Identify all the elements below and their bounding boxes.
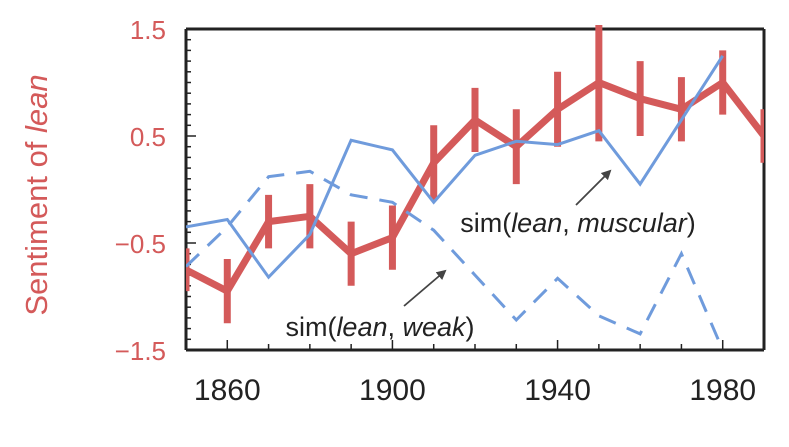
annotation-weak-italic: lean — [336, 312, 387, 342]
series-layer — [183, 24, 768, 350]
x-tick-label: 1980 — [689, 374, 756, 407]
annotation-weak-pre: sim( — [285, 312, 336, 342]
sentiment-point — [554, 106, 561, 113]
y-tick-label: −1.5 — [115, 336, 166, 366]
x-tick-label: 1940 — [524, 374, 591, 407]
sentiment-point — [306, 213, 313, 220]
sentiment-point — [513, 143, 520, 150]
y-axis-label-word: lean — [19, 74, 54, 133]
sentiment-point — [472, 116, 479, 123]
annotation-muscular: sim(lean, muscular) — [460, 208, 696, 238]
y-tick-label: 1.5 — [130, 15, 166, 45]
y-tick-label: 0.5 — [130, 122, 166, 152]
annotation-muscular-italic: lean — [511, 208, 562, 238]
annotation-muscular-italic2: muscular — [577, 208, 688, 238]
sentiment-point — [719, 79, 726, 86]
annotation-muscular-pre: sim( — [460, 208, 511, 238]
y-axis-label-prefix: Sentiment of — [19, 133, 54, 316]
annotation-weak: sim(lean, weak) — [285, 312, 474, 342]
sentiment-point — [761, 133, 768, 140]
annotation-layer: sim(lean, muscular) sim(lean, weak) — [285, 171, 695, 342]
arrow-weak — [404, 271, 445, 306]
sentiment-point — [430, 159, 437, 166]
sentiment-point — [183, 266, 190, 273]
y-axis-label: Sentiment of lean — [19, 74, 54, 315]
x-tick-label: 1900 — [359, 374, 426, 407]
annotation-muscular-post: ) — [687, 208, 696, 238]
sentiment-point — [637, 95, 644, 102]
annotation-weak-post: ) — [466, 312, 475, 342]
annotation-muscular-mid: , — [562, 208, 577, 238]
sentiment-point — [389, 234, 396, 241]
sentiment-point — [224, 288, 231, 295]
sentiment-point — [595, 79, 602, 86]
annotation-weak-italic2: weak — [403, 312, 468, 342]
x-tick-label: 1860 — [194, 374, 261, 407]
y-tick-label: −0.5 — [115, 229, 166, 259]
sentiment-point — [678, 106, 685, 113]
sentiment-point — [348, 250, 355, 257]
annotation-weak-mid: , — [387, 312, 402, 342]
arrow-muscular — [576, 171, 610, 205]
sentiment-point — [265, 218, 272, 225]
